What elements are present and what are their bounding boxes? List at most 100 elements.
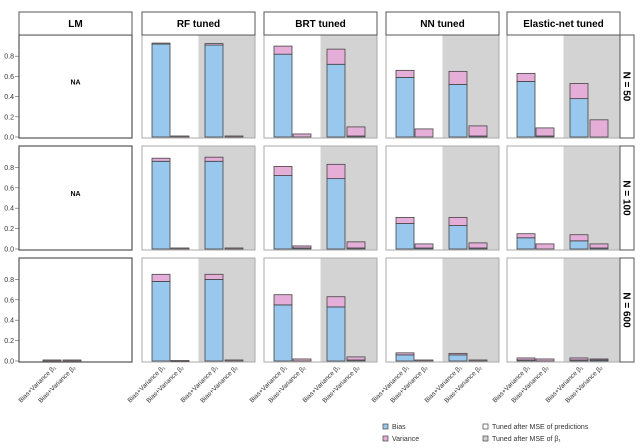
variance-bar bbox=[414, 243, 434, 249]
bias-bar bbox=[448, 84, 468, 138]
strip-label: LM bbox=[68, 19, 82, 30]
x-tick-label: Bias+Variance β₂ bbox=[199, 364, 239, 404]
variance-bar bbox=[292, 358, 312, 362]
bias-bar bbox=[448, 225, 468, 250]
legend-label: Tuned after MSE of predictions bbox=[492, 424, 589, 431]
x-tick-label: Bias+Variance β₂ bbox=[37, 364, 77, 404]
legend-label: Bias bbox=[392, 424, 406, 431]
strip-label: RF tuned bbox=[177, 19, 220, 30]
variance-bar bbox=[535, 243, 555, 250]
variance-bar bbox=[468, 359, 488, 362]
variance-bar bbox=[569, 357, 589, 361]
strip-header bbox=[141, 11, 256, 36]
row-strip-label: N = 600 bbox=[621, 292, 632, 328]
variance-bar bbox=[535, 358, 555, 362]
variance-bar bbox=[468, 125, 488, 137]
variance-bar bbox=[224, 135, 244, 138]
panel-border bbox=[263, 145, 378, 251]
y-tick-label: 0.6 bbox=[4, 297, 14, 304]
variance-bar bbox=[535, 127, 555, 137]
facet-panel bbox=[385, 257, 500, 363]
variance-bar bbox=[516, 72, 536, 82]
variance-bar bbox=[170, 360, 190, 362]
legend-swatch-variance bbox=[382, 435, 389, 442]
bias-bar bbox=[326, 306, 346, 362]
y-tick-label: 0.0 bbox=[4, 359, 14, 366]
x-tick-label: Bias+Variance β₂ bbox=[564, 364, 604, 404]
legend-label: Variance bbox=[392, 436, 419, 443]
variance-bar bbox=[273, 165, 293, 176]
bias-bar bbox=[204, 278, 224, 362]
variance-bar bbox=[395, 352, 415, 356]
variance-bar bbox=[170, 247, 190, 250]
legend-label: Tuned after MSE of β₁ bbox=[492, 436, 561, 443]
legend-swatch-bias bbox=[382, 423, 389, 430]
bias-bar bbox=[273, 304, 293, 362]
facet-panel bbox=[506, 257, 621, 363]
y-tick-label: 0.2 bbox=[4, 226, 14, 233]
tuned-beta-background bbox=[442, 258, 499, 362]
variance-bar bbox=[516, 357, 536, 361]
row-strip-label: N = 50 bbox=[621, 72, 632, 102]
variance-bar bbox=[468, 242, 488, 249]
row-strip bbox=[619, 145, 635, 251]
y-tick-label: 0.0 bbox=[4, 135, 14, 142]
bias-bar bbox=[326, 63, 346, 138]
panel-border bbox=[385, 257, 500, 363]
facet-panel bbox=[385, 145, 500, 251]
x-tick-label: Bias+Variance β₂ bbox=[321, 364, 361, 404]
strip-header bbox=[18, 11, 133, 36]
strip-label: BRT tuned bbox=[295, 19, 346, 30]
bias-bar bbox=[395, 354, 415, 362]
variance-bar bbox=[62, 359, 82, 362]
variance-bar bbox=[346, 356, 366, 361]
strip-header bbox=[385, 11, 500, 36]
variance-bar bbox=[395, 216, 415, 224]
strip-label: NN tuned bbox=[420, 19, 464, 30]
variance-bar bbox=[204, 273, 224, 280]
variance-bar bbox=[273, 294, 293, 306]
legend-swatch-tuning bbox=[482, 423, 489, 430]
facet-panel: NN tuned bbox=[385, 11, 500, 139]
y-tick-label: 0.6 bbox=[4, 74, 14, 81]
variance-bar bbox=[326, 48, 346, 65]
bias-bar bbox=[151, 281, 171, 362]
y-tick-label: 0.8 bbox=[4, 277, 14, 284]
variance-bar bbox=[42, 359, 62, 362]
strip-label: Elastic-net tuned bbox=[523, 19, 604, 30]
facet-panel bbox=[263, 145, 378, 251]
variance-bar bbox=[569, 234, 589, 242]
bias-bar bbox=[516, 237, 536, 250]
bias-bar bbox=[151, 43, 171, 138]
variance-bar bbox=[346, 126, 366, 137]
variance-bar bbox=[151, 42, 171, 45]
y-tick-label: 0.4 bbox=[4, 94, 14, 101]
variance-bar bbox=[292, 245, 312, 249]
facet-panel bbox=[18, 257, 133, 363]
panel-border bbox=[141, 145, 256, 251]
variance-bar bbox=[346, 241, 366, 249]
variance-bar bbox=[292, 133, 312, 138]
panel-border bbox=[18, 145, 133, 251]
variance-bar bbox=[326, 163, 346, 180]
variance-bar bbox=[170, 135, 190, 138]
bias-bar bbox=[273, 175, 293, 250]
variance-bar bbox=[273, 45, 293, 55]
facet-panel bbox=[141, 145, 256, 251]
variance-bar bbox=[224, 359, 244, 362]
variance-bar bbox=[326, 296, 346, 308]
variance-bar bbox=[448, 216, 468, 226]
y-tick-label: 0.2 bbox=[4, 114, 14, 121]
facet-panel: Elastic-net tuned bbox=[506, 11, 621, 139]
x-tick-label: Bias+Variance β₂ bbox=[443, 364, 483, 404]
variance-bar bbox=[204, 156, 224, 162]
panel-border bbox=[18, 34, 133, 139]
facet-panel: NA bbox=[18, 145, 133, 251]
facet-panel: LM NA bbox=[18, 11, 133, 139]
bias-bar bbox=[569, 240, 589, 250]
panel-border bbox=[385, 145, 500, 251]
facet-panel: RF tuned bbox=[141, 11, 256, 139]
variance-bar bbox=[224, 247, 244, 250]
variance-bar bbox=[151, 273, 171, 282]
